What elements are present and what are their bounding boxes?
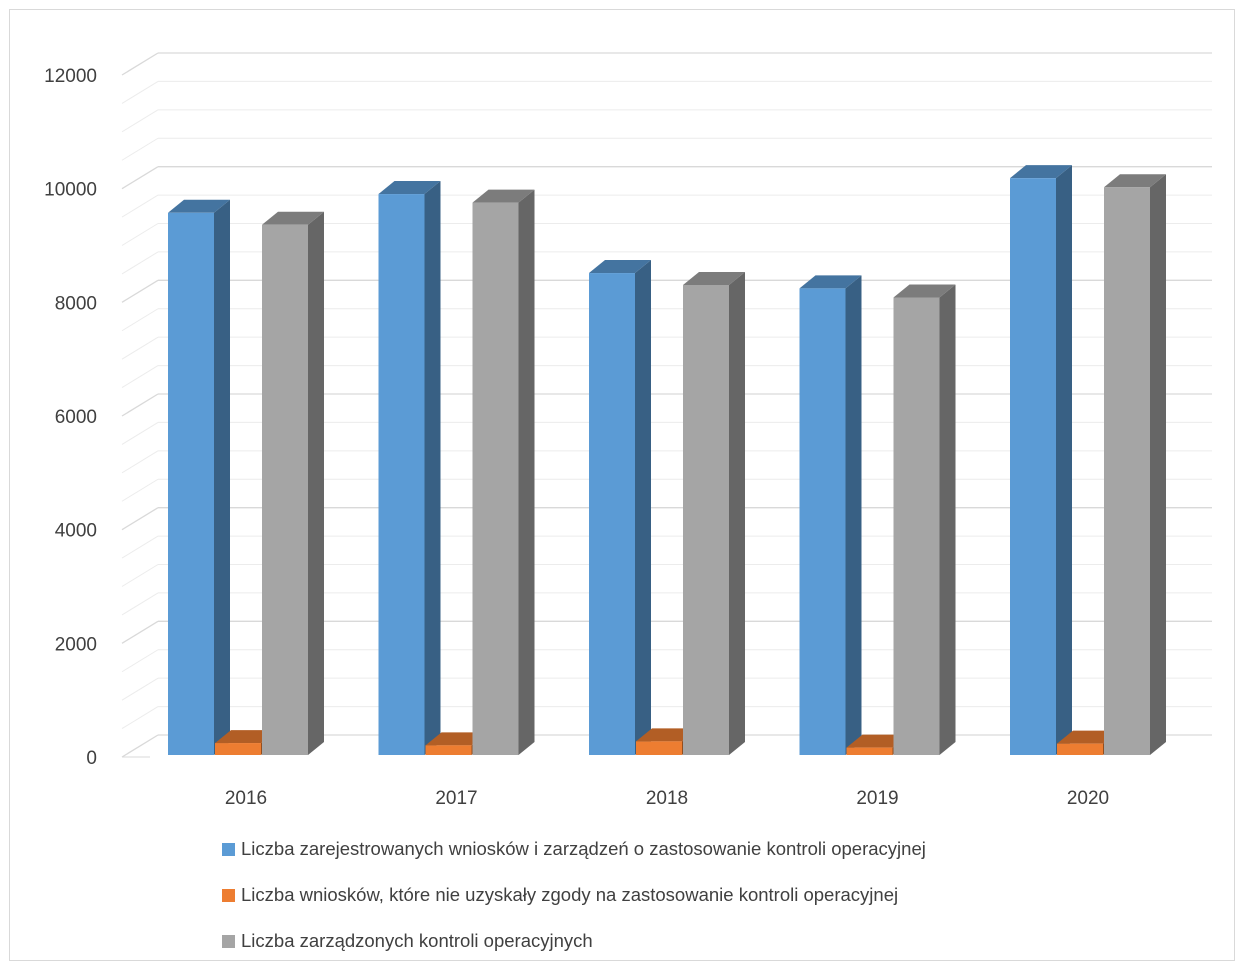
bar xyxy=(683,271,745,755)
bar xyxy=(893,284,956,755)
y-tick-label: 0 xyxy=(86,748,97,769)
gridline xyxy=(121,137,1212,161)
gridline xyxy=(121,52,1212,76)
y-axis-ticks: 0 2000 4000 6000 8000 10000 12000 xyxy=(44,66,97,769)
legend-swatch-orange xyxy=(222,888,235,902)
gridline xyxy=(121,109,1212,133)
bar xyxy=(1010,165,1072,755)
y-tick-label: 10000 xyxy=(44,180,97,201)
y-tick-label: 6000 xyxy=(55,407,97,428)
gridline xyxy=(121,80,1212,104)
bar xyxy=(1104,174,1166,756)
legend-swatch-gray xyxy=(222,934,235,948)
bar xyxy=(472,189,535,755)
x-tick-label: 2020 xyxy=(1067,788,1109,809)
bar xyxy=(799,275,862,755)
bar xyxy=(262,211,324,755)
legend-item-rejected-requests: Liczba wniosków, które nie uzyskały zgod… xyxy=(222,884,926,906)
x-tick-label: 2018 xyxy=(646,788,688,809)
bar xyxy=(378,181,441,755)
y-tick-label: 2000 xyxy=(55,634,97,655)
legend-item-registered-requests: Liczba zarejestrowanych wniosków i zarzą… xyxy=(222,838,926,860)
chart-legend: Liczba zarejestrowanych wniosków i zarzą… xyxy=(222,838,926,976)
legend-swatch-blue xyxy=(222,842,235,856)
legend-label: Liczba zarządzonych kontroli operacyjnyc… xyxy=(241,930,593,951)
y-tick-label: 8000 xyxy=(55,293,97,314)
chart-bars xyxy=(168,165,1166,756)
x-tick-label: 2019 xyxy=(856,788,898,809)
bar xyxy=(168,199,230,755)
x-axis-ticks: 2016 2017 2018 2019 2020 xyxy=(225,788,1109,809)
legend-label: Liczba zarejestrowanych wniosków i zarzą… xyxy=(241,838,926,859)
bar xyxy=(589,260,651,755)
y-tick-label: 4000 xyxy=(55,521,97,542)
x-tick-label: 2016 xyxy=(225,788,267,809)
x-tick-label: 2017 xyxy=(435,788,477,809)
legend-label: Liczba wniosków, które nie uzyskały zgod… xyxy=(241,884,899,905)
y-tick-label: 12000 xyxy=(44,66,97,87)
legend-item-ordered-controls: Liczba zarządzonych kontroli operacyjnyc… xyxy=(222,930,926,952)
